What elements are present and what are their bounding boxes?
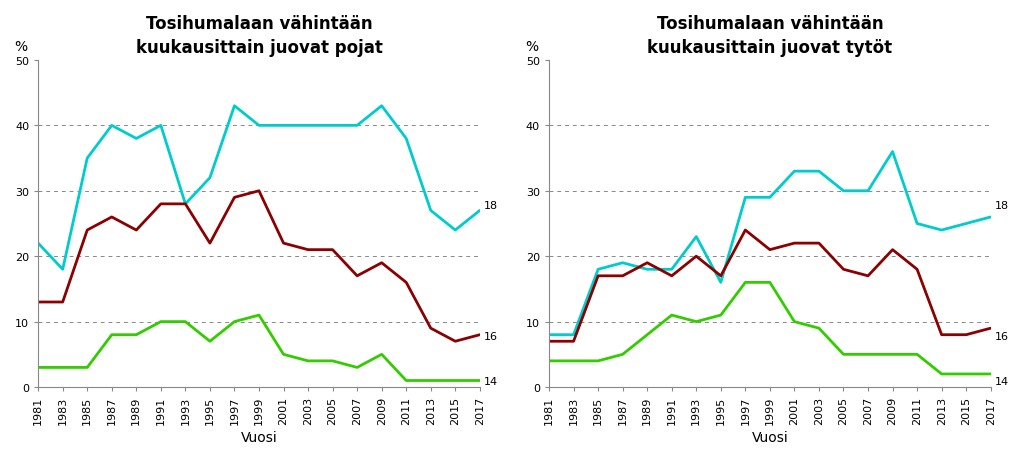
X-axis label: Vuosi: Vuosi: [752, 430, 788, 444]
Title: Tosihumalaan vähintään
kuukausittain juovat pojat: Tosihumalaan vähintään kuukausittain juo…: [135, 15, 382, 56]
X-axis label: Vuosi: Vuosi: [241, 430, 278, 444]
Text: %: %: [524, 40, 538, 54]
Title: Tosihumalaan vähintään
kuukausittain juovat tytöt: Tosihumalaan vähintään kuukausittain juo…: [647, 15, 893, 56]
Text: %: %: [14, 40, 27, 54]
